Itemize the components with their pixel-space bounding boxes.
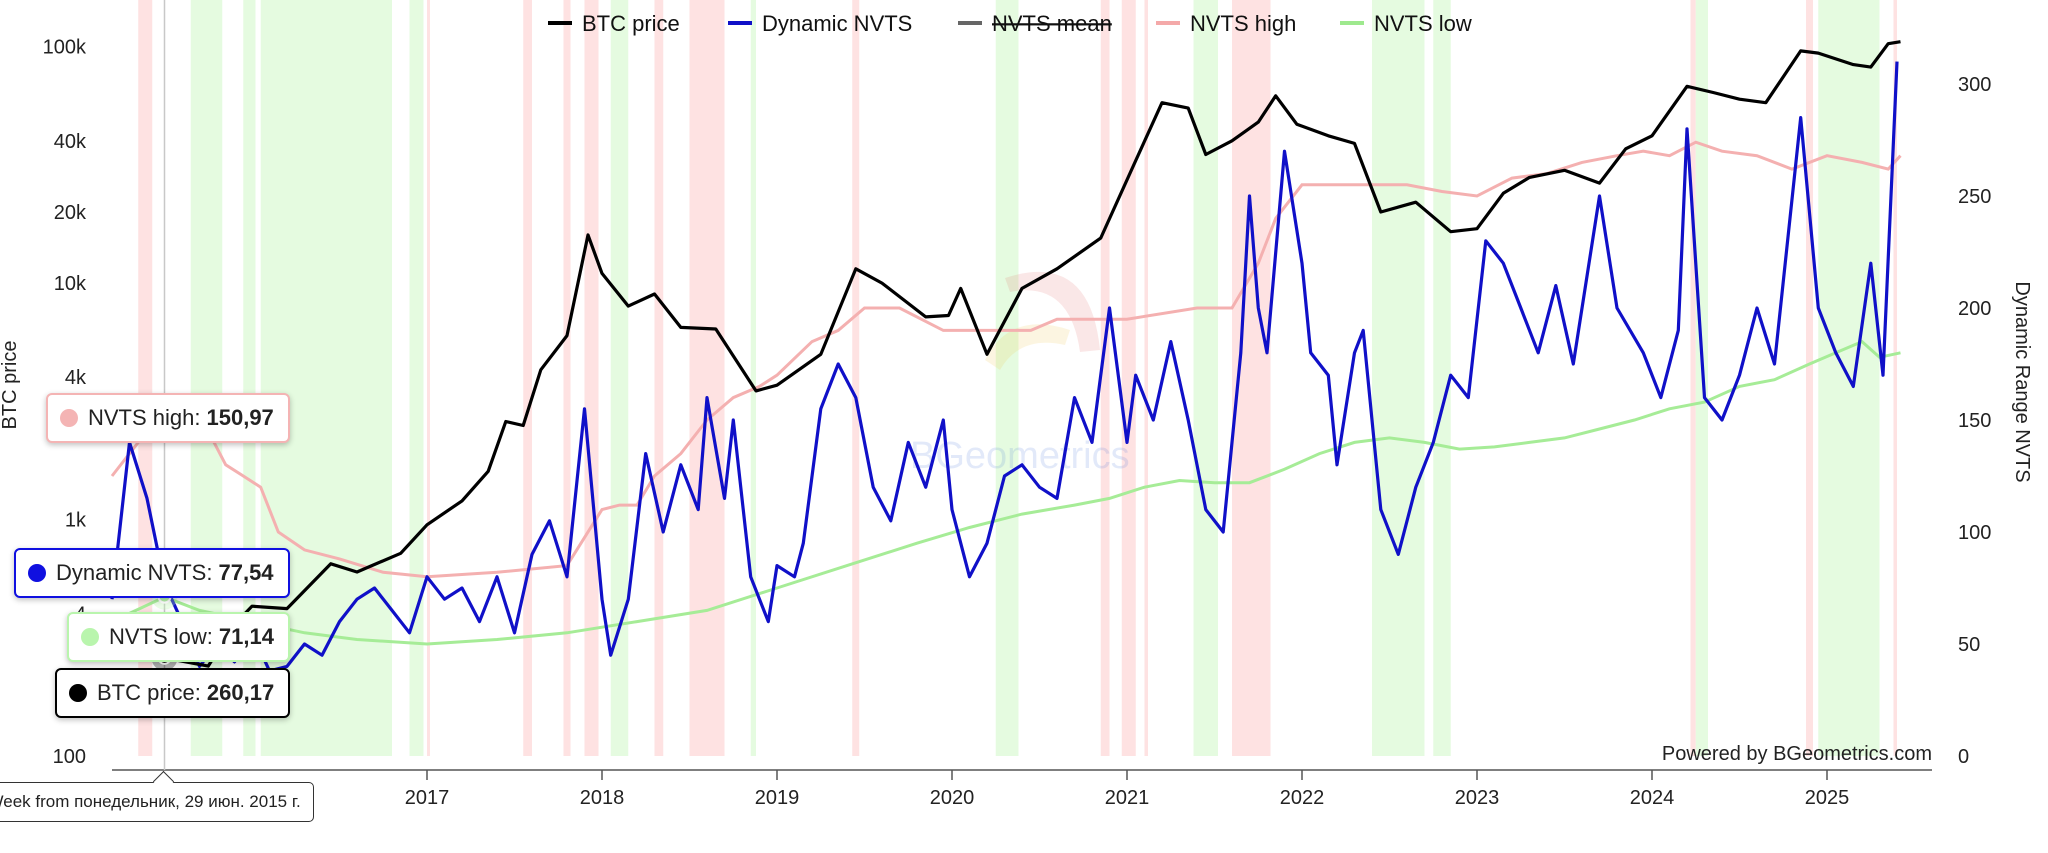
red-band-4 <box>584 0 599 756</box>
red-band-5 <box>654 0 664 756</box>
red-band-6 <box>689 0 725 756</box>
red-band-9 <box>1121 0 1136 756</box>
tooltip-label: NVTS high: <box>88 404 201 430</box>
legend: BTC price Dynamic NVTS NVTS mean NVTS high N… <box>548 11 1472 36</box>
y-right-tick-label: 150 <box>1958 410 1991 432</box>
green-band-4 <box>610 0 629 756</box>
y-axis-left-title: BTC price <box>0 341 21 430</box>
red-band-10 <box>1144 0 1148 756</box>
tooltip-label: Dynamic NVTS: <box>56 560 213 585</box>
red-band-8 <box>1100 0 1110 756</box>
tooltip-value: 150,97 <box>206 404 274 430</box>
green-band-3 <box>409 0 424 756</box>
signal-bands <box>138 0 1897 756</box>
legend-label: BTC price <box>582 11 680 36</box>
x-tick-label: 2023 <box>1455 787 1500 809</box>
legend-label: Dynamic NVTS <box>762 11 912 36</box>
legend-label: NVTS high <box>1190 11 1296 36</box>
green-band-7 <box>1193 0 1218 756</box>
x-tick-label: 2019 <box>755 787 800 809</box>
watermark-logo-mark <box>1005 271 1100 352</box>
watermark-text: BGeometrics <box>910 435 1130 477</box>
tooltip-dot <box>81 628 99 646</box>
red-band-1 <box>427 0 430 756</box>
legend-item-nvts-low[interactable]: NVTS low <box>1340 11 1472 36</box>
y-left-tick-label: 4k <box>65 367 87 389</box>
x-axis: 2017 2018 2019 2020 2021 2022 2023 2024 2025 <box>405 770 1850 809</box>
tooltip-btc-price: BTC price: 260,17 <box>55 668 291 718</box>
legend-item-btc-price[interactable]: BTC price <box>548 11 680 36</box>
nvts-high-line <box>110 140 1902 579</box>
x-tick-label: 2022 <box>1280 787 1325 809</box>
legend-item-nvts-high[interactable]: NVTS high <box>1156 11 1296 36</box>
red-band-2 <box>523 0 532 756</box>
green-band-6 <box>995 0 1019 756</box>
y-left-tick-label: 10k <box>54 273 87 295</box>
y-left-tick-label: 40k <box>54 131 87 153</box>
y-left-tick-label: 20k <box>54 202 87 224</box>
tooltip-value: 77,54 <box>218 560 274 585</box>
btc-price-line <box>164 40 1901 668</box>
tooltip-dynamic-nvts: Dynamic NVTS: 77,54 <box>14 548 290 598</box>
x-tick-label: 2018 <box>580 787 625 809</box>
y-left-tick-label: 1k <box>65 510 87 532</box>
tooltip-label: NVTS low: <box>109 624 213 649</box>
x-tick-label: 2017 <box>405 787 450 809</box>
green-band-9 <box>1433 0 1451 756</box>
y-axis-right-title: Dynamic Range NVTS <box>2011 281 2033 482</box>
tooltip-nvts-high: NVTS high: 150,97 <box>46 392 290 443</box>
y-right-tick-label: 100 <box>1958 522 1991 544</box>
tooltip-dot <box>60 408 78 427</box>
green-band-8 <box>1372 0 1425 756</box>
red-band-3 <box>563 0 571 756</box>
tooltip-value: 71,14 <box>218 624 274 649</box>
series-lines <box>110 40 1902 673</box>
legend-label: NVTS mean <box>992 11 1112 36</box>
legend-item-dynamic-nvts[interactable]: Dynamic NVTS <box>728 11 912 36</box>
y-right-tick-label: 50 <box>1958 634 1980 656</box>
y-right-tick-label: 300 <box>1958 74 1991 96</box>
nvts-low-line <box>111 339 1901 646</box>
y-right-tick-label: 0 <box>1958 746 1969 768</box>
x-tick-label: 2025 <box>1805 787 1850 809</box>
red-band-12 <box>1690 0 1696 756</box>
date-tooltip-label: Week from понедельник, 29 июн. 2015 г. <box>0 792 301 811</box>
red-band-13 <box>1806 0 1813 756</box>
tooltip-dot <box>69 684 87 702</box>
red-band-7 <box>852 0 860 756</box>
green-band-5 <box>750 0 756 756</box>
dynamic-nvts-line <box>110 61 1899 673</box>
tooltip-label: BTC price: <box>97 680 201 705</box>
y-left-tick-label: 100k <box>43 37 87 59</box>
x-tick-label: 2024 <box>1630 787 1675 809</box>
y-right-tick-label: 200 <box>1958 298 1991 320</box>
tooltip-value: 260,17 <box>206 680 275 705</box>
date-tooltip: Week from понедельник, 29 июн. 2015 г. <box>0 782 314 822</box>
tooltip-dot <box>28 564 46 582</box>
red-band-14 <box>1893 0 1897 756</box>
y-right-tick-label: 250 <box>1958 186 1991 208</box>
watermark: BGeometrics <box>910 271 1130 477</box>
y-axis-left: 100k40k20k10k4k1k4100 <box>43 37 87 768</box>
credit-link[interactable]: Powered by BGeometrics.com <box>1662 743 1932 765</box>
y-axis-right: 0 50 100 150 200 250 300 <box>1958 74 1991 768</box>
tooltip-nvts-low: NVTS low: 71,14 <box>67 612 290 662</box>
watermark-logo-mark-2 <box>985 324 1070 370</box>
legend-label: NVTS low <box>1374 11 1472 36</box>
x-tick-label: 2020 <box>930 787 975 809</box>
legend-item-nvts-mean[interactable]: NVTS mean <box>958 11 1112 36</box>
x-tick-label: 2021 <box>1105 787 1150 809</box>
y-left-tick-label: 100 <box>53 746 86 768</box>
